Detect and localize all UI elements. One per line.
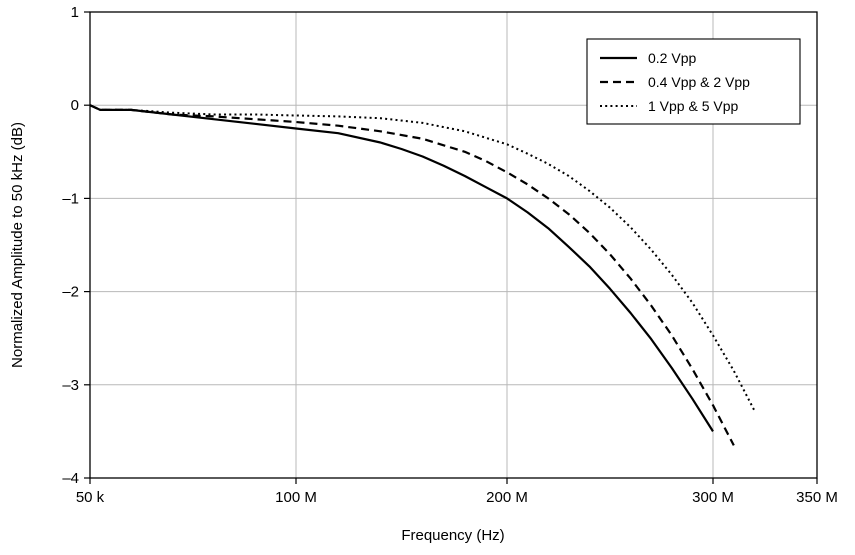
plot-frame bbox=[89, 11, 818, 479]
x-tick-label: 100 M bbox=[275, 489, 317, 506]
y-tick-label: –3 bbox=[62, 377, 79, 394]
series-layer bbox=[90, 104, 756, 446]
y-tick-label: –2 bbox=[62, 284, 79, 301]
legend-label-2: 0.4 Vpp & 2 Vpp bbox=[648, 74, 750, 90]
legend-label-3: 1 Vpp & 5 Vpp bbox=[648, 98, 739, 114]
y-tick-label: –1 bbox=[62, 190, 79, 207]
tick-layer: 50 k 100 M 200 M 300 M 350 M 1 0 –1 –2 –3 –4 bbox=[62, 4, 838, 506]
y-tick-label: –4 bbox=[62, 470, 79, 487]
y-tick-label: 0 bbox=[71, 97, 79, 114]
series-line-1 bbox=[90, 104, 714, 432]
y-axis-title: Normalized Amplitude to 50 kHz (dB) bbox=[9, 122, 26, 368]
legend-label-1: 0.2 Vpp bbox=[648, 50, 696, 66]
x-tick-label: 50 k bbox=[76, 489, 105, 506]
x-axis-title: Frequency (Hz) bbox=[401, 527, 504, 544]
legend-items: 0.2 Vpp 0.4 Vpp & 2 Vpp 1 Vpp & 5 Vpp bbox=[600, 50, 750, 114]
series-line-3 bbox=[90, 104, 756, 412]
series-line-2 bbox=[90, 104, 735, 446]
x-tick-label: 350 M bbox=[796, 489, 838, 506]
legend-box bbox=[586, 38, 801, 125]
x-tick-label: 200 M bbox=[486, 489, 528, 506]
y-tick-label: 1 bbox=[71, 4, 79, 21]
legend: 0.2 Vpp 0.4 Vpp & 2 Vpp 1 Vpp & 5 Vpp bbox=[586, 38, 801, 125]
x-tick-label: 300 M bbox=[692, 489, 734, 506]
